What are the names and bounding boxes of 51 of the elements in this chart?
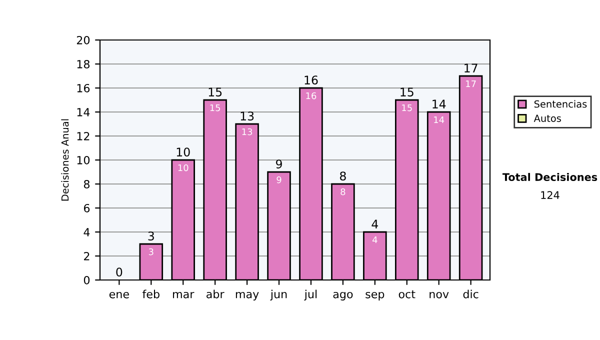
data-label: 17 (466, 80, 476, 88)
y-tick-label: 14 (77, 108, 90, 116)
y-axis-title: Decisiones Anual (61, 119, 69, 201)
data-label: 9 (276, 176, 282, 184)
x-tick-label: may (236, 292, 259, 300)
y-tick-label: 16 (77, 84, 90, 92)
y-tick-label: 8 (84, 180, 90, 188)
x-tick-label: feb (142, 290, 160, 298)
total-label: 9 (276, 160, 282, 169)
y-tick-label: 10 (77, 156, 90, 164)
data-label: 14 (434, 116, 444, 124)
x-tick-label: mar (173, 292, 194, 298)
x-tick-label: sep (366, 292, 384, 300)
y-tick-label: 4 (84, 228, 90, 236)
y-tick-label: 18 (77, 60, 90, 68)
total-label: 14 (432, 100, 446, 108)
data-label: 8 (340, 188, 346, 196)
total-label: 3 (148, 232, 154, 241)
data-label: 16 (306, 92, 316, 100)
y-tick-label: 2 (84, 252, 90, 260)
data-label: 13 (242, 128, 252, 136)
total-label: 16 (304, 76, 318, 85)
x-tick-label: nov (430, 292, 449, 298)
x-tick-label: jul (304, 290, 317, 300)
x-tick-label: ago (333, 292, 353, 300)
total-label: 17 (464, 64, 478, 72)
legend-label: Autos (534, 114, 561, 122)
total-label: 0 (116, 268, 122, 277)
data-label: 10 (178, 164, 188, 172)
y-tick-label: 20 (76, 36, 90, 44)
total-label: 15 (208, 88, 222, 97)
y-tick-label: 6 (84, 204, 90, 212)
total-label: 15 (400, 88, 414, 97)
total-label: 4 (372, 220, 378, 228)
data-label: 3 (148, 248, 154, 256)
text: 124 (541, 191, 560, 199)
legend-label: Sentencias (534, 100, 587, 108)
x-tick-label: abr (206, 290, 224, 298)
data-label: 15 (402, 104, 412, 112)
y-tick-label: 0 (84, 276, 90, 284)
x-tick-label: jun (270, 290, 287, 300)
total-label: 8 (340, 172, 346, 181)
x-tick-label: oct (398, 290, 416, 298)
text: Total Decisiones (502, 172, 598, 182)
x-tick-label: ene (109, 292, 129, 298)
x-tick-label: dic (463, 290, 478, 298)
y-tick-label: 12 (77, 132, 90, 140)
data-label: 15 (210, 104, 220, 112)
total-label: 10 (176, 148, 190, 157)
data-label: 4 (372, 236, 378, 244)
total-label: 13 (240, 112, 254, 121)
